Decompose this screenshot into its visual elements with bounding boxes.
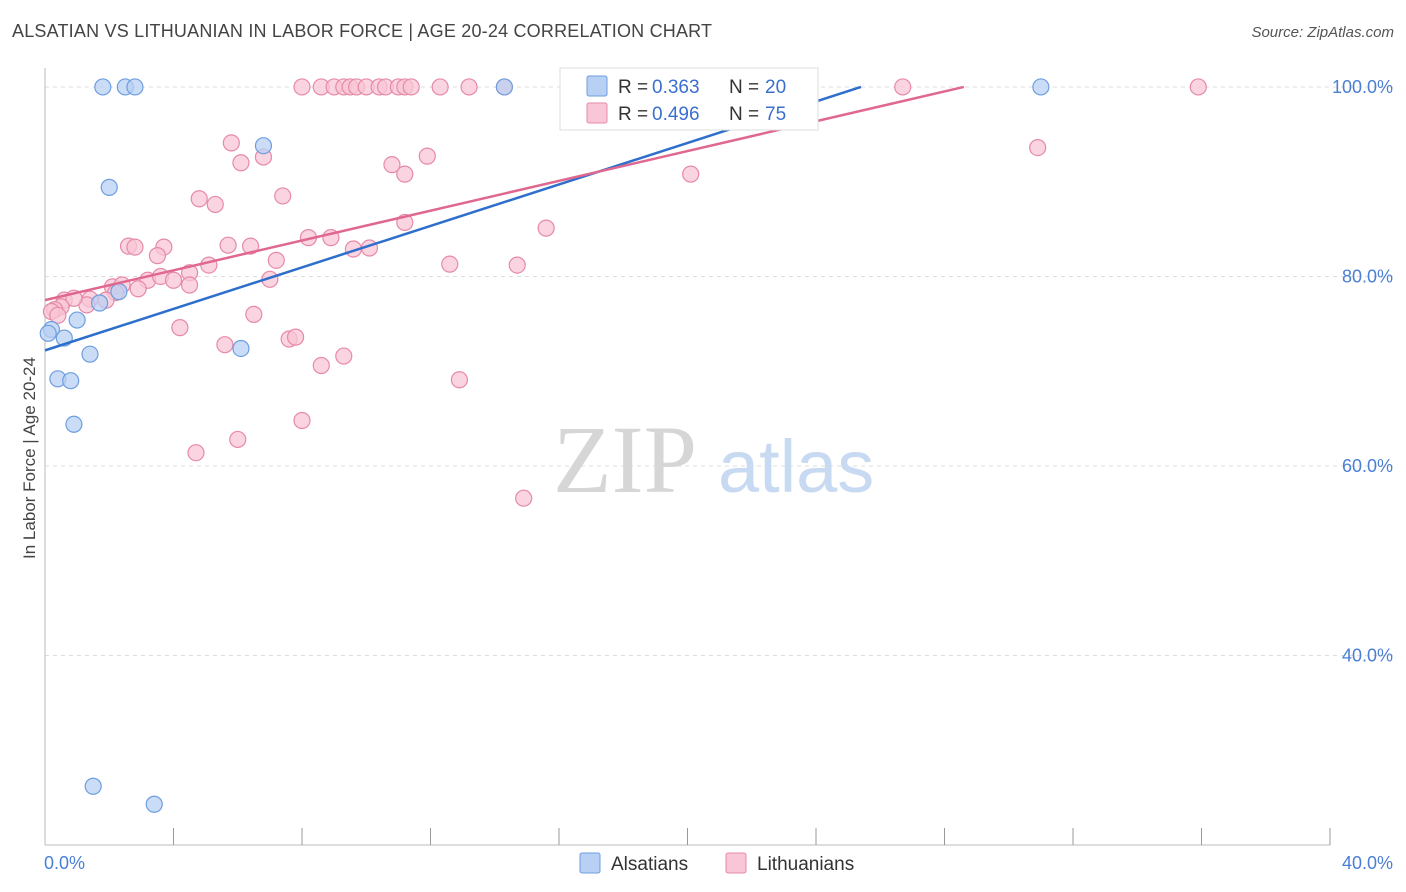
alsatian-point <box>145 795 163 813</box>
lithuanian-point <box>206 195 224 214</box>
source-label: Source: ZipAtlas.com <box>1251 24 1394 41</box>
x-tick-label: 0.0% <box>44 853 85 873</box>
lithuanian-point <box>460 78 478 96</box>
lithuanian-point <box>293 411 311 430</box>
alsatian-point <box>68 311 86 329</box>
alsatian-point <box>254 137 273 155</box>
legend-r-value-alsatians: 0.363 <box>652 77 700 98</box>
alsatian-point <box>65 415 83 433</box>
lithuanian-point <box>274 187 292 205</box>
y-axis-tick-labels: 100.0% 80.0% 60.0% 40.0% <box>1332 77 1393 666</box>
lithuanian-point <box>200 256 218 274</box>
legend-r-label-alsatians: R = <box>618 77 648 98</box>
lithuanian-point <box>49 306 67 324</box>
y-tick-label: 40.0% <box>1342 645 1393 665</box>
legend-n-value-alsatians: 20 <box>765 77 786 98</box>
gridlines <box>45 86 1395 656</box>
alsatian-point <box>110 283 128 301</box>
lithuanian-point <box>441 255 459 273</box>
lithuanian-point <box>293 78 311 96</box>
legend-swatch-lithuanians <box>586 102 608 124</box>
x-axis-ticks <box>173 828 1331 845</box>
series-swatch-alsatians <box>579 852 601 874</box>
alsatian-point <box>84 777 102 795</box>
y-axis-title: In Labor Force | Age 20-24 <box>20 357 39 559</box>
x-axis-tick-labels: 0.0% 40.0% <box>44 853 1393 873</box>
lithuanian-point <box>216 336 234 354</box>
lithuanian-point <box>286 328 305 346</box>
lithuanian-point <box>148 247 167 265</box>
legend-swatch-alsatians <box>586 75 608 97</box>
lithuanian-point <box>267 251 285 269</box>
legend-n-value-lithuanians: 75 <box>765 104 786 125</box>
lithuanian-point <box>171 319 189 337</box>
alsatian-point <box>232 339 250 358</box>
lithuanian-point <box>219 236 237 254</box>
lithuanian-point <box>515 489 533 507</box>
alsatian-point <box>94 78 112 96</box>
alsatian-point <box>126 78 144 96</box>
trend-lines <box>44 85 965 352</box>
lithuanian-point <box>312 356 330 375</box>
lithuanian-point <box>164 271 183 289</box>
lithuanian-trend-line <box>44 85 965 302</box>
lithuanian-point <box>180 276 199 294</box>
alsatian-trend-line <box>44 85 862 352</box>
lithuanian-point <box>508 256 526 274</box>
lithuanian-point <box>418 147 436 165</box>
lithuanian-point <box>431 78 449 96</box>
correlation-legend: R = 0.363 N = 20 R = 0.496 N = 75 <box>559 67 819 131</box>
y-tick-label: 60.0% <box>1342 456 1393 476</box>
lithuanian-point <box>1029 138 1047 157</box>
lithuanian-point <box>335 347 353 365</box>
lithuanian-point <box>126 238 144 256</box>
lithuanian-point <box>222 134 240 152</box>
lithuanian-point <box>682 165 700 183</box>
alsatian-point <box>91 294 109 312</box>
lithuanian-point <box>1189 78 1207 96</box>
alsatian-point <box>81 345 99 363</box>
lithuanian-point <box>450 371 469 389</box>
legend-n-label-alsatians: N = <box>729 77 759 98</box>
y-tick-label: 80.0% <box>1342 266 1393 286</box>
series-label-lithuanians: Lithuanians <box>757 854 854 875</box>
series-label-alsatians: Alsatians <box>611 854 688 875</box>
lithuanian-point <box>190 190 208 208</box>
lithuanian-point <box>383 156 401 174</box>
alsatian-point <box>100 178 118 196</box>
alsatian-point <box>495 78 513 96</box>
chart-title: ALSATIAN VS LITHUANIAN IN LABOR FORCE | … <box>12 21 713 41</box>
legend-n-label-lithuanians: N = <box>729 104 759 125</box>
series-legend: Alsatians Lithuanians <box>579 852 854 875</box>
lithuanian-point <box>894 78 912 96</box>
lithuanian-point <box>129 280 147 298</box>
lithuanian-point <box>402 78 420 96</box>
lithuanian-point <box>242 237 260 255</box>
alsatian-point <box>39 324 57 342</box>
series-swatch-lithuanians <box>725 852 747 874</box>
lithuanian-point <box>245 305 263 323</box>
x-tick-label: 40.0% <box>1342 853 1393 873</box>
lithuanian-point <box>232 154 250 172</box>
lithuanian-point <box>229 430 247 449</box>
zipatlas-watermark: ZIP atlas <box>553 406 874 513</box>
lithuanian-point <box>187 444 205 462</box>
alsatian-point <box>1032 78 1050 96</box>
watermark-atlas: atlas <box>718 425 874 508</box>
alsatian-point <box>62 372 80 390</box>
lithuanian-point <box>537 219 555 237</box>
y-tick-label: 100.0% <box>1332 77 1393 97</box>
watermark-zip: ZIP <box>553 406 697 513</box>
lithuanian-point <box>396 165 414 183</box>
legend-r-label-lithuanians: R = <box>618 104 648 125</box>
legend-r-value-lithuanians: 0.496 <box>652 104 700 125</box>
